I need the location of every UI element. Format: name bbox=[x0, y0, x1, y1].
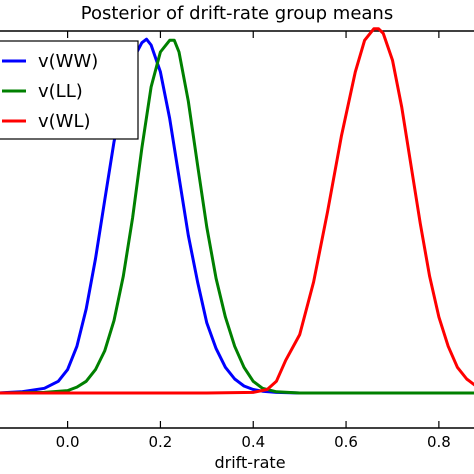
chart-title: Posterior of drift-rate group means bbox=[81, 3, 393, 24]
legend-label-2: v(WL) bbox=[38, 111, 91, 132]
x-tick-label-3: 0.6 bbox=[334, 433, 358, 451]
series-line-2 bbox=[0, 27, 474, 395]
series-line-0 bbox=[0, 37, 474, 395]
series-layer bbox=[0, 27, 474, 395]
x-tick-label-2: 0.4 bbox=[241, 433, 265, 451]
legend-label-1: v(LL) bbox=[38, 81, 83, 102]
x-axis-label: drift-rate bbox=[214, 453, 285, 472]
x-tick-label-0: 0.0 bbox=[56, 433, 80, 451]
x-tick-label-4: 0.8 bbox=[427, 433, 451, 451]
legend-label-0: v(WW) bbox=[38, 51, 98, 72]
x-tick-label-1: 0.2 bbox=[148, 433, 172, 451]
legend: v(WW) v(LL) v(WL) bbox=[0, 40, 139, 140]
series-line-1 bbox=[0, 38, 474, 395]
x-axis-ticks: 0.0 0.2 0.4 0.6 0.8 bbox=[56, 31, 451, 451]
